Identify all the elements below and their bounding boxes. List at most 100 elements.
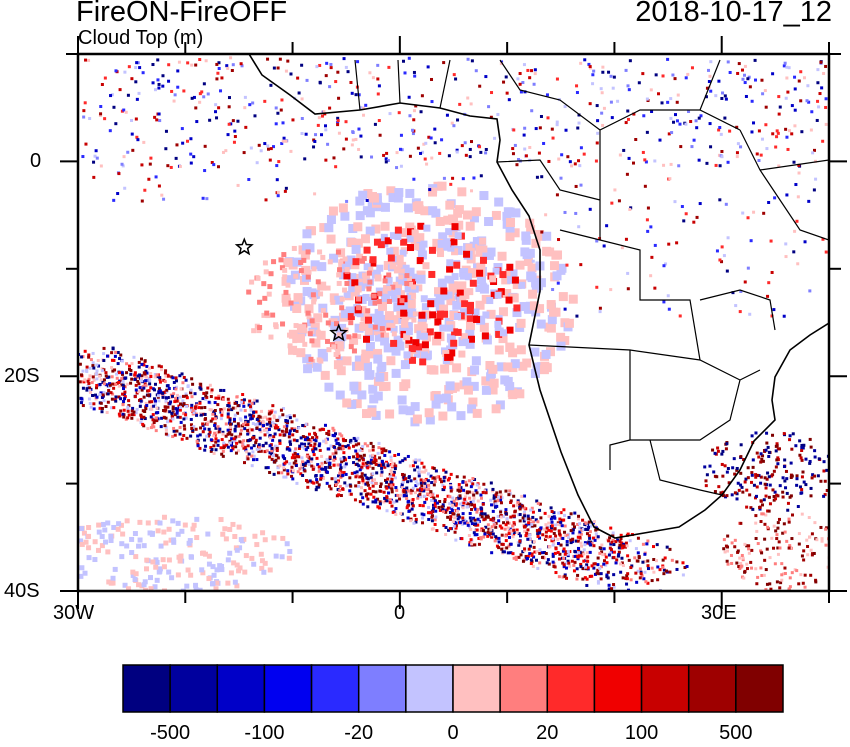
field-cell xyxy=(121,412,125,416)
field-cell xyxy=(359,306,367,314)
field-cell xyxy=(244,415,248,419)
field-cell xyxy=(750,471,754,475)
field-cell xyxy=(261,569,267,575)
field-cell xyxy=(690,145,694,149)
field-cell xyxy=(577,532,581,536)
field-cell xyxy=(380,466,384,470)
field-cell xyxy=(359,454,363,458)
field-cell xyxy=(536,566,540,570)
field-cell xyxy=(763,89,767,93)
field-cell xyxy=(812,551,816,555)
field-cell xyxy=(445,228,453,236)
field-cell xyxy=(577,551,581,555)
field-cell xyxy=(361,256,367,262)
field-cell xyxy=(215,62,219,66)
field-cell xyxy=(479,493,483,497)
field-cell xyxy=(86,384,90,388)
colorbar-swatch xyxy=(546,664,596,713)
field-cell xyxy=(393,467,397,471)
field-cell xyxy=(786,147,790,151)
field-cell xyxy=(400,512,404,516)
field-cell xyxy=(536,520,540,524)
field-cell xyxy=(384,157,388,161)
field-cell xyxy=(491,210,501,220)
field-cell xyxy=(458,102,462,106)
field-cell xyxy=(565,263,569,267)
field-cell xyxy=(774,449,778,453)
field-cell xyxy=(412,70,416,74)
field-cell xyxy=(489,532,493,536)
field-cell xyxy=(154,577,160,583)
field-cell xyxy=(613,188,617,192)
field-cell xyxy=(332,428,336,432)
colorbar-swatch xyxy=(357,664,407,713)
field-cell xyxy=(474,489,478,493)
field-cell xyxy=(793,87,797,91)
field-cell xyxy=(344,472,348,476)
field-cell xyxy=(719,491,723,495)
field-cell xyxy=(155,373,159,377)
field-cell xyxy=(344,267,350,273)
field-cell xyxy=(504,508,508,512)
field-cell xyxy=(624,237,628,241)
field-cell xyxy=(89,405,93,409)
field-cell xyxy=(707,68,711,72)
field-cell xyxy=(81,404,85,408)
field-cell xyxy=(149,531,155,537)
field-cell xyxy=(725,559,729,563)
field-cell xyxy=(418,458,422,462)
field-cell xyxy=(295,481,299,485)
field-cell xyxy=(416,488,420,492)
field-cell xyxy=(185,139,189,143)
field-cell xyxy=(501,550,505,554)
field-cell xyxy=(448,510,452,514)
field-cell xyxy=(531,524,535,528)
field-cell xyxy=(68,546,73,551)
field-cell xyxy=(386,158,390,162)
field-cell xyxy=(713,451,717,455)
field-cell xyxy=(473,505,477,509)
field-cell xyxy=(62,372,65,375)
field-cell xyxy=(515,163,519,167)
field-cell xyxy=(69,391,72,394)
field-cell xyxy=(263,142,267,146)
field-cell xyxy=(405,328,413,336)
field-cell xyxy=(522,506,526,510)
field-cell xyxy=(255,161,259,165)
field-cell xyxy=(657,92,661,96)
field-cell xyxy=(491,509,495,513)
field-cell xyxy=(833,532,836,535)
field-cell xyxy=(175,520,181,526)
field-cell xyxy=(581,518,585,522)
field-cell xyxy=(405,506,409,510)
field-cell xyxy=(697,116,701,120)
field-cell xyxy=(203,427,207,431)
field-cell xyxy=(766,294,770,298)
field-cell xyxy=(288,416,292,420)
field-cell xyxy=(460,308,468,316)
field-cell xyxy=(121,372,125,376)
field-cell xyxy=(517,532,521,536)
field-cell xyxy=(296,470,300,474)
field-cell xyxy=(730,493,734,497)
field-cell xyxy=(806,553,810,557)
field-cell xyxy=(478,145,482,149)
field-cell xyxy=(760,137,764,141)
field-cell xyxy=(667,132,671,136)
field-cell xyxy=(757,158,761,162)
field-cell xyxy=(61,362,64,365)
field-cell xyxy=(87,355,91,359)
field-cell xyxy=(300,63,304,67)
field-cell xyxy=(438,232,448,242)
field-cell xyxy=(300,132,304,136)
field-cell xyxy=(171,407,175,411)
field-cell xyxy=(85,369,89,373)
field-cell xyxy=(88,402,92,406)
field-cell xyxy=(466,57,470,61)
field-cell xyxy=(472,176,476,180)
field-cell xyxy=(295,454,299,458)
field-cell xyxy=(459,268,469,278)
field-cell xyxy=(356,436,360,440)
field-cell xyxy=(785,76,789,80)
field-cell xyxy=(339,305,345,311)
